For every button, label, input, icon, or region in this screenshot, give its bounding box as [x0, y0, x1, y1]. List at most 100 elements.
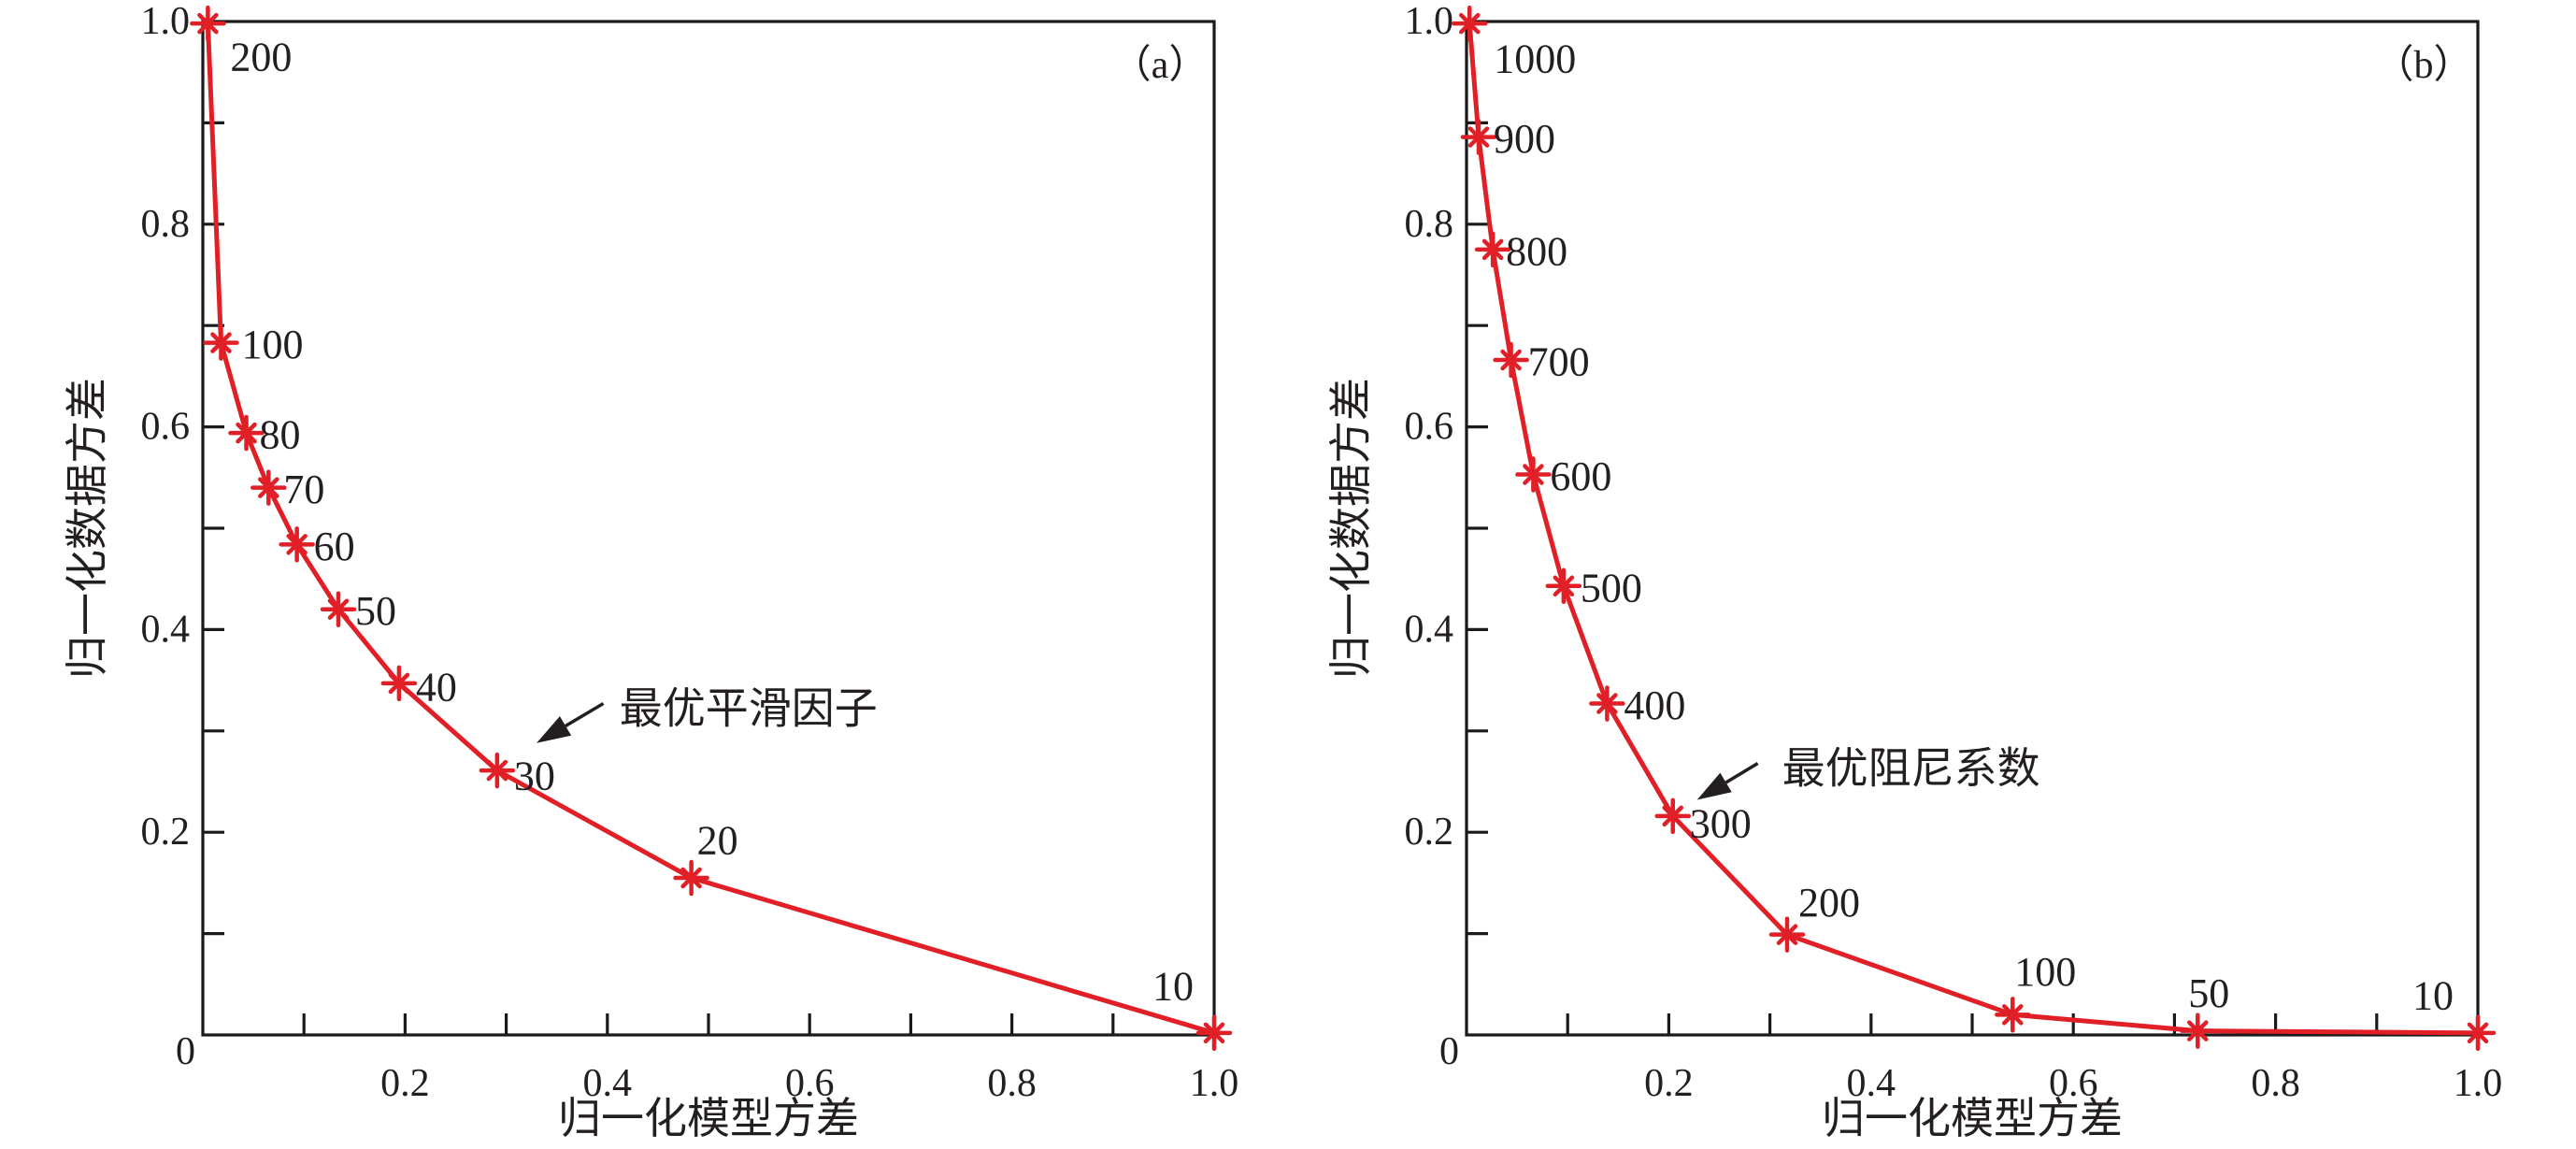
point-label: 900	[1494, 116, 1555, 162]
y-axis-title: 归一化数据方差	[64, 378, 111, 679]
point-label: 400	[1624, 682, 1685, 728]
data-marker	[250, 469, 287, 506]
point-label: 800	[1506, 228, 1567, 274]
data-marker	[320, 591, 357, 627]
point-label: 50	[2188, 970, 2229, 1016]
x-tick-label: 0.4	[583, 1062, 633, 1105]
point-label: 60	[314, 524, 355, 569]
panel-a: 0.2 0.4 0.6 0.8 1.0 0.2 0.4 0.6 0.8 1.0 0 归一化模型方差 归一…	[64, 0, 1238, 1142]
x-tick-label: 0.8	[987, 1062, 1037, 1105]
data-marker	[1451, 5, 1488, 42]
marker-spoke	[1500, 349, 1522, 371]
x-tick-label: 0.2	[1644, 1062, 1694, 1105]
point-label: 10	[1152, 963, 1194, 1009]
data-marker	[1654, 797, 1691, 835]
x-axis-title: 归一化模型方差	[558, 1095, 859, 1142]
panel-tag: （a）	[1112, 44, 1209, 87]
y-tick-label: 0.6	[141, 406, 191, 449]
marker-spoke	[286, 534, 308, 555]
point-label: 10	[2412, 972, 2454, 1018]
x-tick-label: 0.8	[2251, 1062, 2300, 1105]
marker-spoke	[1203, 1022, 1225, 1044]
point-label: 300	[1690, 800, 1752, 846]
marker-spoke	[1776, 924, 1798, 945]
point-label: 40	[416, 664, 457, 710]
lcurve-line	[1467, 22, 2479, 1036]
panel-b: 0.2 0.4 0.6 0.8 1.0 0.2 0.4 0.6 0.8 1.0 0 归一化模型方差 归一…	[1327, 0, 2502, 1142]
y-tick-label: 0.8	[1405, 203, 1454, 246]
panel-tag: （b）	[2374, 44, 2472, 87]
marker-spoke	[1596, 693, 1618, 714]
point-label: 30	[514, 754, 555, 799]
point-label: 50	[355, 588, 396, 634]
origin-tick-label: 0	[176, 1030, 195, 1073]
marker-spoke	[1467, 126, 1490, 148]
data-marker	[1460, 119, 1497, 155]
marker-spoke	[2002, 1004, 2024, 1026]
point-label: 100	[241, 322, 303, 367]
point-label: 500	[1581, 565, 1642, 610]
y-tick-label: 0.2	[1405, 811, 1454, 854]
data-marker	[380, 665, 418, 702]
annotation-arrow-line	[565, 702, 605, 727]
x-tick-label: 1.0	[2454, 1062, 2503, 1105]
data-marker	[190, 5, 226, 42]
annotation-arrow-head	[537, 716, 572, 743]
marker-spoke	[327, 598, 350, 620]
marker-spoke	[2187, 1020, 2209, 1041]
lcurve-line	[205, 23, 1215, 1036]
annotation-text: 最优阻尼系数	[1782, 744, 2040, 792]
origin-tick-label: 0	[1439, 1030, 1459, 1073]
data-marker	[1493, 341, 1529, 379]
data-marker	[1768, 916, 1806, 953]
data-marker	[1545, 567, 1582, 605]
annotation-arrow-line	[1724, 761, 1759, 784]
y-axis-title: 归一化数据方差	[1327, 378, 1375, 679]
y-tick-label: 0.4	[1405, 608, 1454, 651]
x-tick-label: 0.2	[380, 1062, 430, 1105]
point-label: 700	[1528, 339, 1590, 385]
annotation-text: 最优平滑因子	[620, 684, 878, 732]
x-tick-label: 0.6	[785, 1062, 835, 1105]
data-marker	[1995, 997, 2031, 1033]
y-tick-label: 0.8	[141, 203, 191, 246]
data-marker	[2180, 1013, 2216, 1049]
marker-spoke	[1662, 805, 1683, 827]
point-label: 70	[283, 467, 324, 512]
marker-spoke	[1553, 575, 1575, 597]
data-marker	[2459, 1014, 2497, 1052]
plot-box	[1465, 20, 2480, 1037]
marker-spoke	[1458, 12, 1481, 35]
point-label: 1000	[1494, 36, 1576, 82]
y-tick-label: 0.2	[141, 811, 191, 854]
marker-spoke	[197, 12, 219, 35]
data-marker	[1474, 231, 1511, 268]
marker-spoke	[486, 759, 508, 782]
annotation-arrow-head	[1696, 772, 1732, 800]
data-marker	[479, 752, 516, 789]
marker-spoke	[2467, 1022, 2489, 1044]
marker-spoke	[680, 867, 702, 889]
data-marker	[1195, 1014, 1233, 1052]
point-label: 200	[1798, 880, 1860, 926]
marker-spoke	[210, 332, 232, 353]
marker-spoke	[1523, 464, 1544, 485]
y-tick-label: 0.4	[141, 608, 191, 651]
data-marker	[228, 414, 265, 452]
point-label: 80	[260, 412, 301, 458]
x-tick-label: 0.6	[2049, 1062, 2098, 1105]
point-label: 200	[230, 35, 292, 80]
data-marker	[1589, 685, 1625, 722]
marker-spoke	[236, 422, 257, 444]
x-tick-label: 0.4	[1847, 1062, 1896, 1105]
y-tick-label: 1.0	[1405, 0, 1454, 43]
data-marker	[1515, 456, 1552, 493]
y-tick-label: 0.6	[1405, 406, 1454, 449]
point-label: 20	[697, 817, 738, 863]
marker-spoke	[258, 477, 279, 498]
marker-spoke	[1481, 238, 1504, 261]
point-label: 600	[1550, 453, 1611, 499]
y-tick-label: 1.0	[141, 0, 191, 43]
